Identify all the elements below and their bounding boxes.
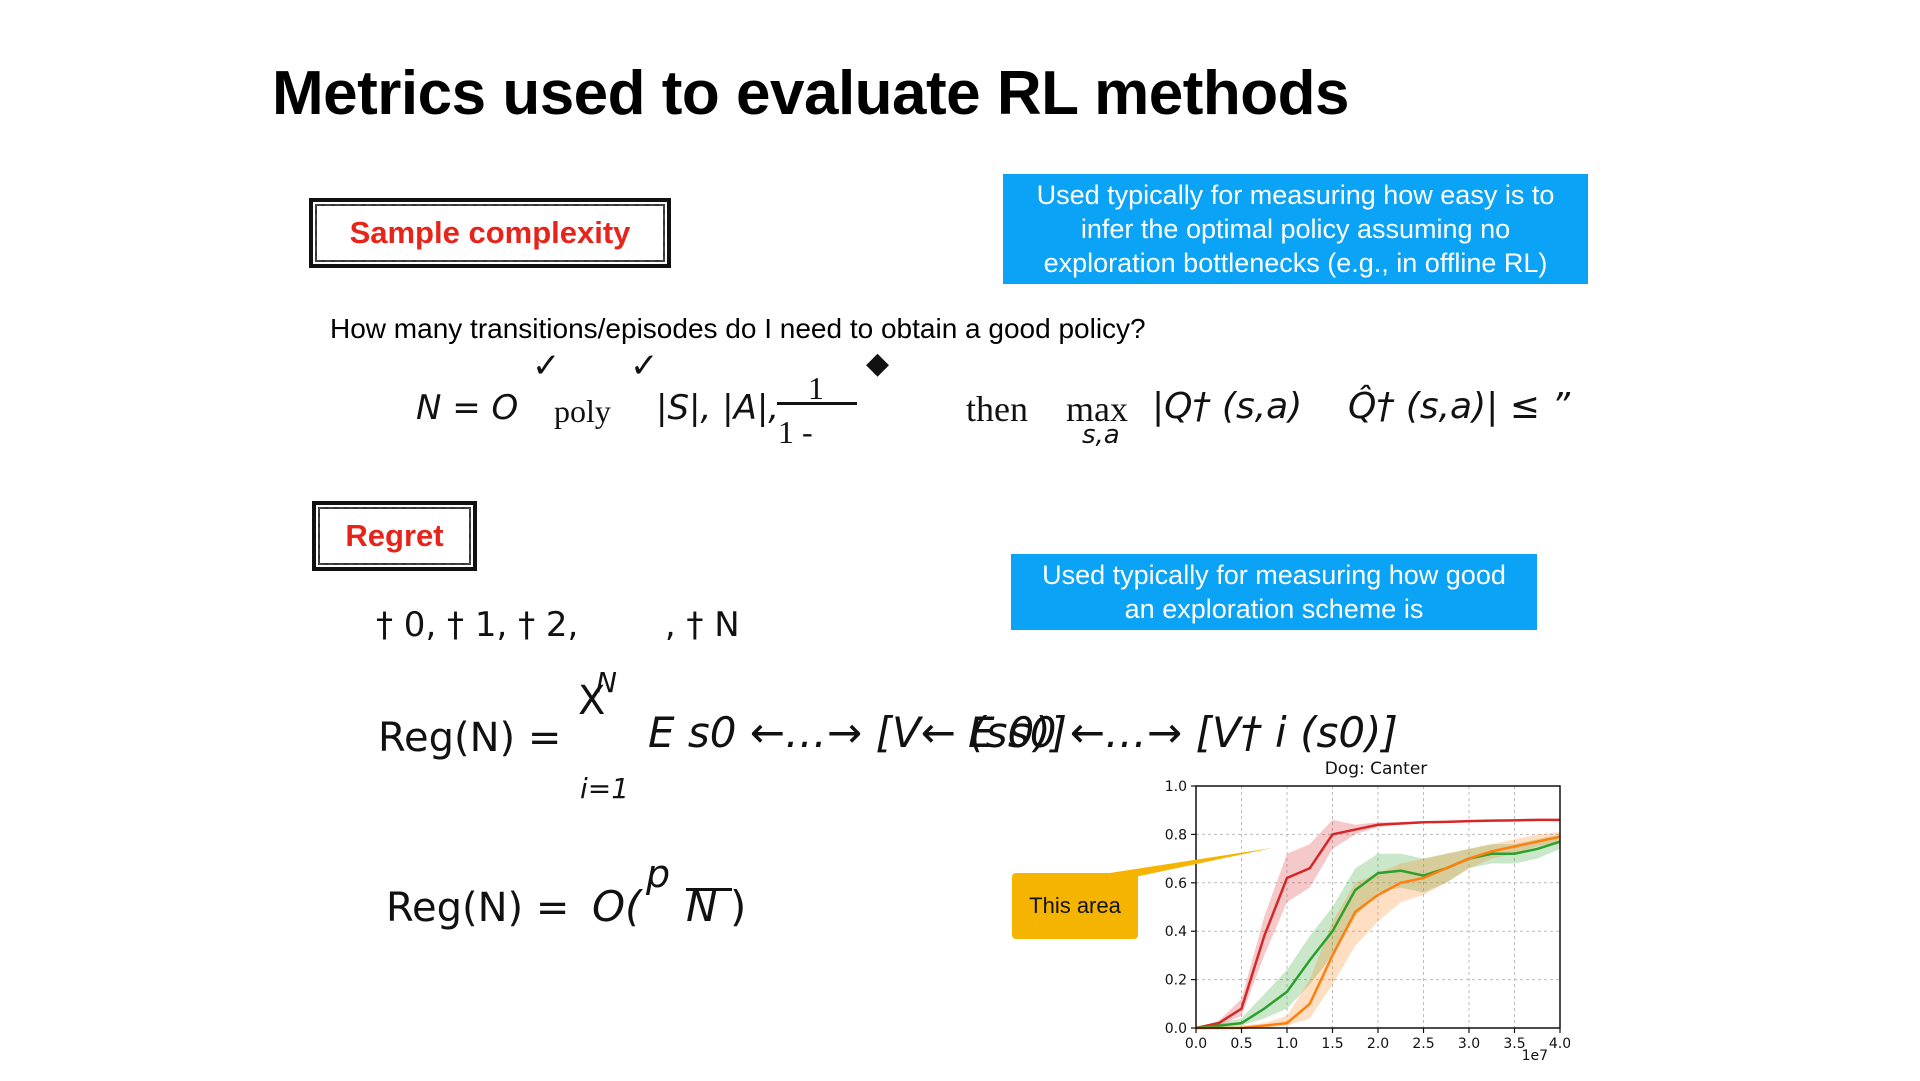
chart-x-tick-label: 2.5	[1412, 1036, 1434, 1052]
sample-formula-rhs: |Q† (s,a) Q̂† (s,a)| ≤ ”	[1152, 386, 1570, 427]
chart-title: Dog: Canter	[1325, 759, 1428, 779]
chart-x-tick-label: 3.5	[1503, 1036, 1525, 1052]
regret-formula1-lhs: Reg(N) =	[378, 715, 562, 761]
chart-x-tick-label: 4.0	[1549, 1036, 1570, 1052]
regret-note-line-2: an exploration scheme is	[1124, 594, 1424, 624]
sample-complexity-label: Sample complexity	[309, 198, 671, 268]
regret-formula2-sqrt-arg: N	[686, 882, 718, 931]
chart-x-tick-label: 2.0	[1367, 1036, 1389, 1052]
sample-complexity-label-text: Sample complexity	[349, 215, 631, 250]
chart-line-2	[1196, 835, 1561, 1030]
chart-line-0	[1195, 818, 1560, 1030]
chart-x-tick-label: 3.0	[1458, 1036, 1480, 1052]
regret-formula1-term1: E s0 ←…→ [V← (s0)]	[648, 708, 1067, 757]
chart-x-tick-label: 1.0	[1276, 1036, 1298, 1052]
sample-formula-frac-num: 1	[808, 370, 824, 406]
chart-bands	[1196, 819, 1560, 1028]
chart-line-1	[1195, 840, 1561, 1030]
sample-formula-frac-bar	[777, 402, 857, 405]
regret-formula2-close: )	[730, 882, 747, 931]
chart-y-tick-label: 0.6	[1165, 876, 1187, 892]
chart-y-tick-label: 0.8	[1165, 827, 1187, 843]
check-mark-2: ✓	[630, 346, 659, 386]
learning-curve-chart: Dog: Canter 0.0 0.5 1.0 1.5 2.0 2.5 3.0 3.5 4.00…	[1165, 759, 1570, 1064]
sample-formula-max: max	[1066, 389, 1128, 429]
chart-x-tick-label: 0.5	[1230, 1036, 1252, 1052]
regret-note-line-1: Used typically for measuring how good	[1042, 560, 1506, 590]
sample-complexity-note: Used typically for measuring how easy is…	[1003, 174, 1588, 284]
regret-note: Used typically for measuring how good an…	[1011, 554, 1537, 630]
sample-formula-args: |S|, |A|,	[656, 388, 780, 428]
regret-formula1-sum-bottom: i=1	[580, 772, 630, 805]
sample-formula-then: then	[966, 389, 1028, 429]
this-area-callout: This area	[1012, 873, 1138, 939]
regret-formula1-term2: E s0 ←…→ [V† i (s0)]	[968, 708, 1398, 757]
sample-formula-poly: poly	[554, 393, 611, 429]
regret-label: Regret	[312, 501, 477, 571]
chart-y-tick-label: 1.0	[1165, 779, 1187, 795]
sample-formula-lhs: N = O	[416, 388, 519, 428]
regret-formula2-rhs: O(	[592, 882, 642, 931]
chart-x-tick-label: 0.0	[1185, 1036, 1207, 1052]
regret-formula2-lhs: Reg(N) =	[386, 885, 570, 931]
diamond-mark: ◆	[866, 346, 890, 381]
chart-y-tick-label: 0.0	[1165, 1021, 1187, 1037]
sample-complexity-note-line-2: infer the optimal policy assuming no	[1080, 214, 1511, 244]
regret-formula1-sum-top: N	[596, 666, 617, 699]
chart-band-1	[1196, 834, 1560, 1028]
sample-formula-max-sub: s,a	[1082, 420, 1120, 450]
policy-sequence: † 0, † 1, † 2, , † N	[376, 605, 740, 645]
chart-band-0	[1196, 819, 1560, 1028]
sample-complexity-note-line-3: exploration bottlenecks (e.g., in offlin…	[1043, 248, 1548, 278]
slide-title: Metrics used to evaluate RL methods	[272, 59, 1349, 128]
sample-complexity-question: How many transitions/episodes do I need …	[330, 313, 1146, 344]
regret-formula2-sqrt-p: p	[646, 852, 671, 896]
regret-label-text: Regret	[345, 518, 444, 553]
chart-axes: 0.0 0.5 1.0 1.5 2.0 2.5 3.0 3.5 4.0 0.0 0.2 0.4 0.6 0…	[1165, 779, 1570, 1052]
sample-complexity-note-line-1: Used typically for measuring how easy is…	[1036, 180, 1555, 210]
regret-formula1-sum-symbol: X	[578, 678, 606, 724]
sample-formula-frac-den: 1 -	[778, 414, 813, 450]
chart-x-multiplier: 1e7	[1522, 1048, 1548, 1064]
check-mark-1: ✓	[532, 346, 561, 386]
chart-y-tick-label: 0.2	[1165, 973, 1187, 989]
chart-lines	[1195, 818, 1561, 1030]
regret-formula2-sqrt-bar	[686, 888, 732, 891]
chart-x-tick-label: 1.5	[1321, 1036, 1343, 1052]
chart-y-tick-label: 0.4	[1165, 924, 1187, 940]
callout-pointer	[1064, 848, 1272, 880]
